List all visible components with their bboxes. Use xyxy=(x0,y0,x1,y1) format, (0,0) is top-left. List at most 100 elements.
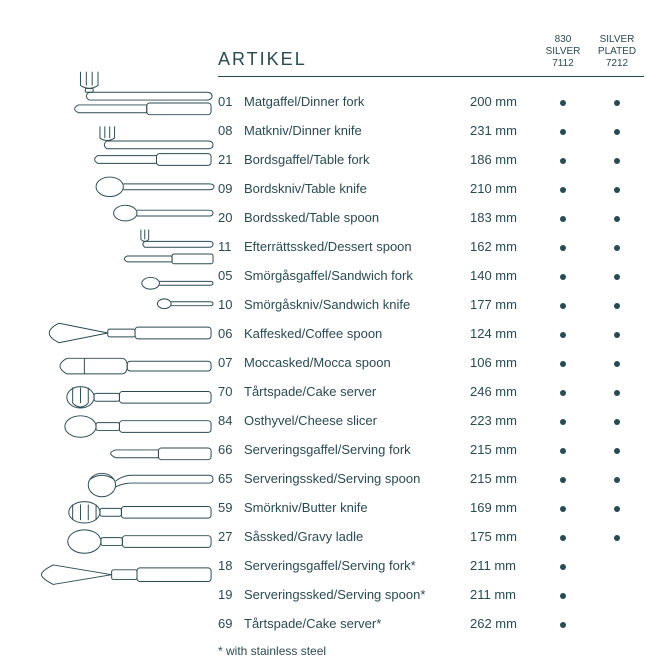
item-code: 18 xyxy=(218,558,244,573)
item-size: 211 mm xyxy=(470,558,536,573)
item-size: 169 mm xyxy=(470,500,536,515)
dot-830-silver xyxy=(536,413,590,428)
item-code: 08 xyxy=(218,123,244,138)
dot-830-silver xyxy=(536,616,590,631)
table-row: 06Kaffesked/Coffee spoon124 mm xyxy=(218,319,644,348)
dot-silver-plated xyxy=(590,123,644,138)
item-size: 211 mm xyxy=(470,587,536,602)
item-name: Moccasked/Mocca spoon xyxy=(244,355,470,370)
table-row: 69Tårtspade/Cake server*262 mm xyxy=(218,609,644,638)
item-code: 27 xyxy=(218,529,244,544)
item-code: 11 xyxy=(218,239,244,254)
item-name: Bordskniv/Table knife xyxy=(244,181,470,196)
dot-830-silver xyxy=(536,442,590,457)
item-size: 210 mm xyxy=(470,181,536,196)
col-header-silver-plated: SILVERPLATED7212 xyxy=(590,34,644,70)
dot-830-silver xyxy=(536,181,590,196)
item-name: Smörgåsgaffel/Sandwich fork xyxy=(244,268,470,283)
dot-silver-plated xyxy=(590,239,644,254)
item-name: Serveringsgaffel/Serving fork xyxy=(244,442,470,457)
item-size: 106 mm xyxy=(470,355,536,370)
table-row: 70Tårtspade/Cake server246 mm xyxy=(218,377,644,406)
col-header-830-silver: 830SILVER7112 xyxy=(536,34,590,70)
dot-silver-plated xyxy=(590,442,644,457)
dot-830-silver xyxy=(536,152,590,167)
item-size: 200 mm xyxy=(470,94,536,109)
item-name: Smörkniv/Butter knife xyxy=(244,500,470,515)
item-name: Bordssked/Table spoon xyxy=(244,210,470,225)
item-name: Smörgåskniv/Sandwich knife xyxy=(244,297,470,312)
item-size: 215 mm xyxy=(470,471,536,486)
item-code: 06 xyxy=(218,326,244,341)
table-row: 19Serveringssked/Serving spoon*211 mm xyxy=(218,580,644,609)
table-row: 10Smörgåskniv/Sandwich knife177 mm xyxy=(218,290,644,319)
dot-830-silver xyxy=(536,123,590,138)
table-header: ARTIKEL 830SILVER7112 SILVERPLATED7212 xyxy=(218,34,644,77)
footnote: * with stainless steel xyxy=(218,638,644,658)
item-code: 59 xyxy=(218,500,244,515)
item-name: Såssked/Gravy ladle xyxy=(244,529,470,544)
item-name: Serveringssked/Serving spoon xyxy=(244,471,470,486)
dot-silver-plated xyxy=(590,384,644,399)
item-name: Kaffesked/Coffee spoon xyxy=(244,326,470,341)
item-name: Osthyvel/Cheese slicer xyxy=(244,413,470,428)
item-code: 10 xyxy=(218,297,244,312)
table-row: 20Bordssked/Table spoon183 mm xyxy=(218,203,644,232)
item-code: 01 xyxy=(218,94,244,109)
table-row: 18Serveringsgaffel/Serving fork*211 mm xyxy=(218,551,644,580)
dot-830-silver xyxy=(536,239,590,254)
cutlery-illustration xyxy=(20,64,215,639)
item-code: 21 xyxy=(218,152,244,167)
dot-830-silver xyxy=(536,587,590,602)
dot-silver-plated xyxy=(590,181,644,196)
dot-silver-plated xyxy=(590,210,644,225)
table-row: 05Smörgåsgaffel/Sandwich fork140 mm xyxy=(218,261,644,290)
dot-silver-plated xyxy=(590,326,644,341)
item-size: 162 mm xyxy=(470,239,536,254)
dot-830-silver xyxy=(536,500,590,515)
item-code: 84 xyxy=(218,413,244,428)
item-name: Tårtspade/Cake server xyxy=(244,384,470,399)
item-code: 66 xyxy=(218,442,244,457)
table-row: 66Serveringsgaffel/Serving fork215 mm xyxy=(218,435,644,464)
item-size: 231 mm xyxy=(470,123,536,138)
item-name: Serveringssked/Serving spoon* xyxy=(244,587,470,602)
item-name: Bordsgaffel/Table fork xyxy=(244,152,470,167)
item-code: 70 xyxy=(218,384,244,399)
dot-830-silver xyxy=(536,297,590,312)
table-row: 84Osthyvel/Cheese slicer223 mm xyxy=(218,406,644,435)
dot-silver-plated xyxy=(590,413,644,428)
table-row: 21Bordsgaffel/Table fork186 mm xyxy=(218,145,644,174)
item-size: 175 mm xyxy=(470,529,536,544)
dot-830-silver xyxy=(536,529,590,544)
dot-silver-plated xyxy=(590,268,644,283)
table-row: 59Smörkniv/Butter knife169 mm xyxy=(218,493,644,522)
item-code: 05 xyxy=(218,268,244,283)
table-row: 08Matkniv/Dinner knife231 mm xyxy=(218,116,644,145)
dot-silver-plated xyxy=(590,94,644,109)
table-row: 09Bordskniv/Table knife210 mm xyxy=(218,174,644,203)
dot-830-silver xyxy=(536,558,590,573)
article-table: ARTIKEL 830SILVER7112 SILVERPLATED7212 0… xyxy=(218,34,644,658)
item-code: 69 xyxy=(218,616,244,631)
table-row: 27Såssked/Gravy ladle175 mm xyxy=(218,522,644,551)
item-size: 246 mm xyxy=(470,384,536,399)
dot-830-silver xyxy=(536,355,590,370)
item-size: 124 mm xyxy=(470,326,536,341)
dot-silver-plated xyxy=(590,529,644,544)
dot-silver-plated xyxy=(590,152,644,167)
item-name: Tårtspade/Cake server* xyxy=(244,616,470,631)
item-name: Efterrättssked/Dessert spoon xyxy=(244,239,470,254)
table-row: 65Serveringssked/Serving spoon215 mm xyxy=(218,464,644,493)
dot-830-silver xyxy=(536,210,590,225)
item-code: 65 xyxy=(218,471,244,486)
dot-830-silver xyxy=(536,268,590,283)
item-name: Matkniv/Dinner knife xyxy=(244,123,470,138)
dot-830-silver xyxy=(536,94,590,109)
dot-830-silver xyxy=(536,384,590,399)
item-size: 223 mm xyxy=(470,413,536,428)
item-size: 177 mm xyxy=(470,297,536,312)
dot-silver-plated xyxy=(590,297,644,312)
table-row: 07Moccasked/Mocca spoon106 mm xyxy=(218,348,644,377)
dot-830-silver xyxy=(536,471,590,486)
